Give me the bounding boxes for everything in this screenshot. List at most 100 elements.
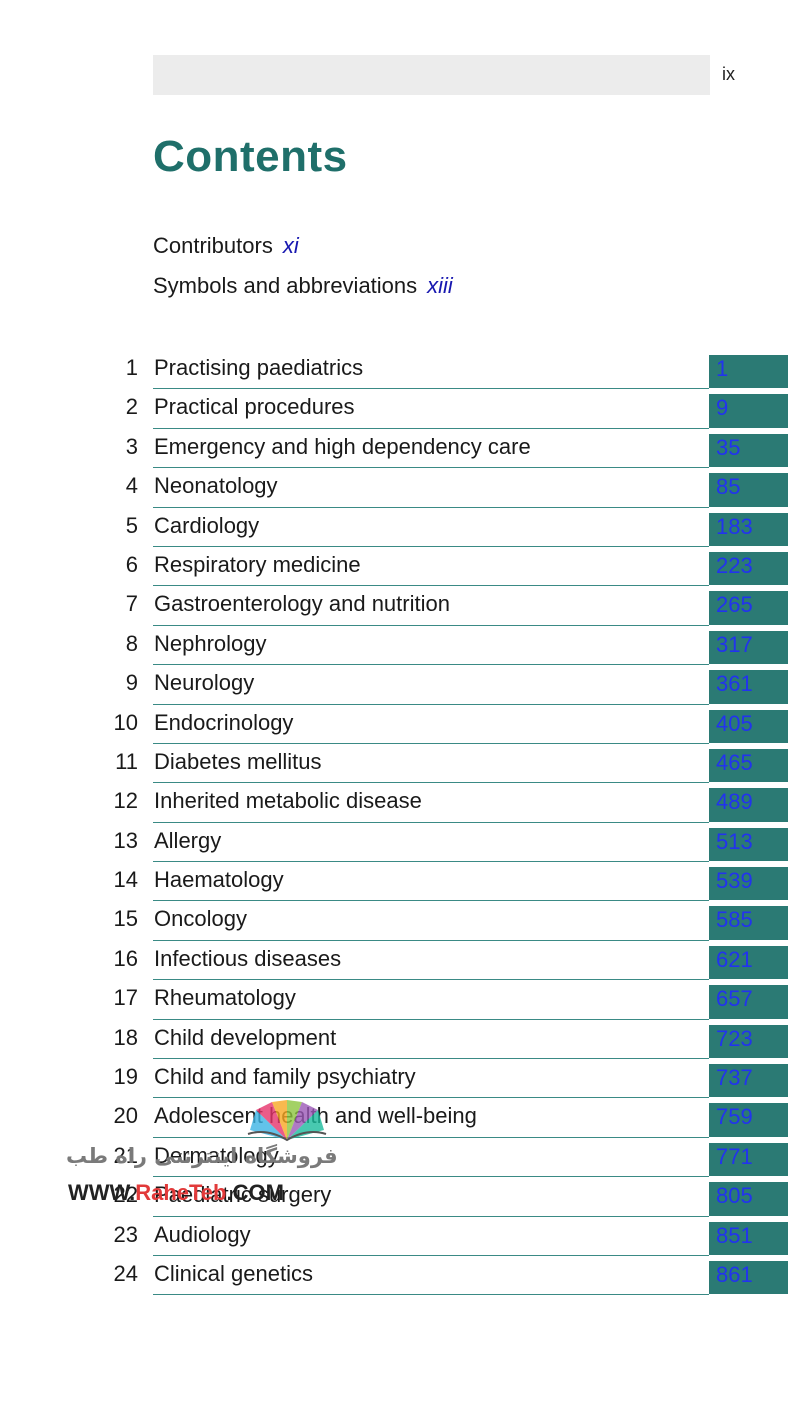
- chapter-page-link[interactable]: 223: [716, 552, 753, 578]
- chapter-page-link[interactable]: 1: [716, 356, 729, 381]
- row-divider: [153, 1176, 709, 1178]
- page-tab: [709, 709, 788, 743]
- chapter-title[interactable]: Inherited metabolic disease: [154, 788, 422, 814]
- toc-row[interactable]: 10 Endocrinology 405: [0, 705, 788, 744]
- toc-row[interactable]: 13 Allergy 513: [0, 823, 788, 863]
- chapter-title[interactable]: Cardiology: [154, 512, 260, 538]
- chapter-title[interactable]: Neonatology: [154, 473, 278, 499]
- chapter-title[interactable]: Oncology: [154, 906, 247, 932]
- toc-row[interactable]: 5 Cardiology 183: [0, 508, 788, 547]
- toc-row[interactable]: 16 Infectious diseases 621: [0, 941, 788, 981]
- chapter-title[interactable]: Rheumatology: [154, 985, 296, 1011]
- page-tab: [709, 748, 788, 783]
- front-matter-page-link[interactable]: xiii: [427, 273, 453, 298]
- chapter-page-link[interactable]: 851: [716, 1222, 753, 1248]
- toc-row[interactable]: 8 Nephrology 317: [0, 626, 788, 666]
- chapter-title[interactable]: Paediatric surgery: [154, 1182, 332, 1208]
- chapter-page-link[interactable]: 805: [716, 1183, 753, 1209]
- page-tab: [709, 1182, 788, 1216]
- chapter-title[interactable]: Gastroenterology and nutrition: [154, 591, 450, 617]
- front-matter-label: Contributors: [153, 233, 273, 258]
- chapter-page-link[interactable]: 539: [716, 868, 753, 894]
- toc-row[interactable]: 14 Haematology 539: [0, 862, 788, 902]
- toc-row[interactable]: 4 Neonatology 85: [0, 468, 788, 508]
- toc-row[interactable]: 9 Neurology 361: [0, 665, 788, 705]
- front-matter-item[interactable]: Symbols and abbreviations xiii: [153, 273, 453, 299]
- chapter-title[interactable]: Child and family psychiatry: [154, 1064, 416, 1090]
- row-divider: [153, 1294, 709, 1296]
- chapter-page-link[interactable]: 85: [716, 474, 741, 500]
- chapter-title[interactable]: Allergy: [154, 827, 222, 853]
- chapter-page-link[interactable]: 585: [716, 907, 753, 933]
- page-tab: [709, 355, 788, 389]
- front-matter-label: Symbols and abbreviations: [153, 273, 418, 298]
- toc-row[interactable]: 24 Clinical genetics 861: [0, 1256, 788, 1296]
- chapter-title[interactable]: Diabetes mellitus: [154, 748, 322, 774]
- chapter-title[interactable]: Endocrinology: [154, 709, 294, 735]
- chapter-page-link[interactable]: 759: [716, 1104, 753, 1130]
- chapter-page-link[interactable]: 737: [716, 1065, 753, 1091]
- chapter-page-link[interactable]: 489: [716, 789, 753, 815]
- chapter-page-link[interactable]: 657: [716, 986, 753, 1012]
- chapter-title[interactable]: Nephrology: [154, 630, 267, 656]
- toc-row[interactable]: 23 Audiology 851: [0, 1217, 788, 1256]
- row-divider: [153, 1215, 709, 1217]
- page-tab: [709, 985, 788, 1019]
- watermark-url-prefix: WWW.: [68, 1180, 136, 1205]
- toc-row[interactable]: 22 Paediatric surgery 805: [0, 1177, 788, 1217]
- chapter-page-link[interactable]: 265: [716, 592, 753, 618]
- front-matter-page-link[interactable]: xi: [282, 233, 299, 258]
- chapter-title[interactable]: Practical procedures: [154, 394, 355, 420]
- toc-row[interactable]: 12 Inherited metabolic disease 489: [0, 783, 788, 823]
- toc-row[interactable]: 18 Child development 723: [0, 1020, 788, 1060]
- chapter-page-link[interactable]: 465: [716, 749, 753, 775]
- toc-row[interactable]: 11 Diabetes mellitus 465: [0, 744, 788, 784]
- toc-row[interactable]: 6 Respiratory medicine 223: [0, 547, 788, 587]
- watermark-persian-text: فروشگاه اینترنتی راه طب: [66, 1144, 338, 1168]
- page-tab: [709, 630, 788, 665]
- toc-row[interactable]: 19 Child and family psychiatry 737: [0, 1059, 788, 1099]
- toc-row[interactable]: 7 Gastroenterology and nutrition 265: [0, 586, 788, 626]
- chapter-number: 19: [113, 1064, 138, 1090]
- toc-row[interactable]: 1 Practising paediatrics 1: [0, 350, 788, 390]
- chapter-page-link[interactable]: 723: [716, 1025, 753, 1051]
- row-divider: [153, 861, 709, 863]
- toc-row[interactable]: 3 Emergency and high dependency care 35: [0, 429, 788, 469]
- row-divider: [153, 782, 709, 784]
- toc-row[interactable]: 17 Rheumatology 657: [0, 980, 788, 1020]
- chapter-title[interactable]: Clinical genetics: [154, 1260, 313, 1286]
- chapter-title[interactable]: Practising paediatrics: [154, 355, 364, 380]
- chapter-title[interactable]: Audiology: [154, 1221, 251, 1247]
- toc-row[interactable]: 21 Dermatology 771: [0, 1138, 788, 1178]
- chapter-page-link[interactable]: 861: [716, 1261, 753, 1287]
- row-divider: [153, 703, 709, 705]
- page-tab: [709, 1064, 788, 1098]
- page-tab: [709, 670, 788, 704]
- chapter-number: 23: [113, 1221, 138, 1247]
- chapter-number: 15: [113, 906, 138, 932]
- toc-row[interactable]: 2 Practical procedures 9: [0, 389, 788, 429]
- chapter-title[interactable]: Dermatology: [154, 1142, 279, 1168]
- chapter-page-link[interactable]: 513: [716, 828, 753, 854]
- chapter-title[interactable]: Child development: [154, 1024, 337, 1050]
- page-tab: [709, 512, 788, 546]
- chapter-title[interactable]: Infectious diseases: [154, 945, 342, 971]
- chapter-number: 17: [113, 985, 138, 1011]
- chapter-page-link[interactable]: 9: [716, 395, 729, 421]
- chapter-title[interactable]: Emergency and high dependency care: [154, 433, 531, 459]
- chapter-title[interactable]: Respiratory medicine: [154, 551, 361, 577]
- chapter-page-link[interactable]: 35: [716, 434, 741, 460]
- front-matter-item[interactable]: Contributors xi: [153, 233, 299, 259]
- chapter-page-link[interactable]: 405: [716, 710, 753, 736]
- chapter-title[interactable]: Haematology: [154, 867, 284, 893]
- chapter-number: 4: [125, 473, 138, 499]
- page-tab: [709, 591, 788, 625]
- chapter-page-link[interactable]: 317: [716, 631, 753, 657]
- toc-row[interactable]: 15 Oncology 585: [0, 901, 788, 941]
- chapter-page-link[interactable]: 183: [716, 513, 753, 539]
- chapter-page-link[interactable]: 361: [716, 671, 753, 697]
- chapter-page-link[interactable]: 621: [716, 946, 753, 972]
- chapter-page-link[interactable]: 771: [716, 1143, 753, 1169]
- row-divider: [153, 427, 709, 429]
- chapter-title[interactable]: Neurology: [154, 670, 255, 696]
